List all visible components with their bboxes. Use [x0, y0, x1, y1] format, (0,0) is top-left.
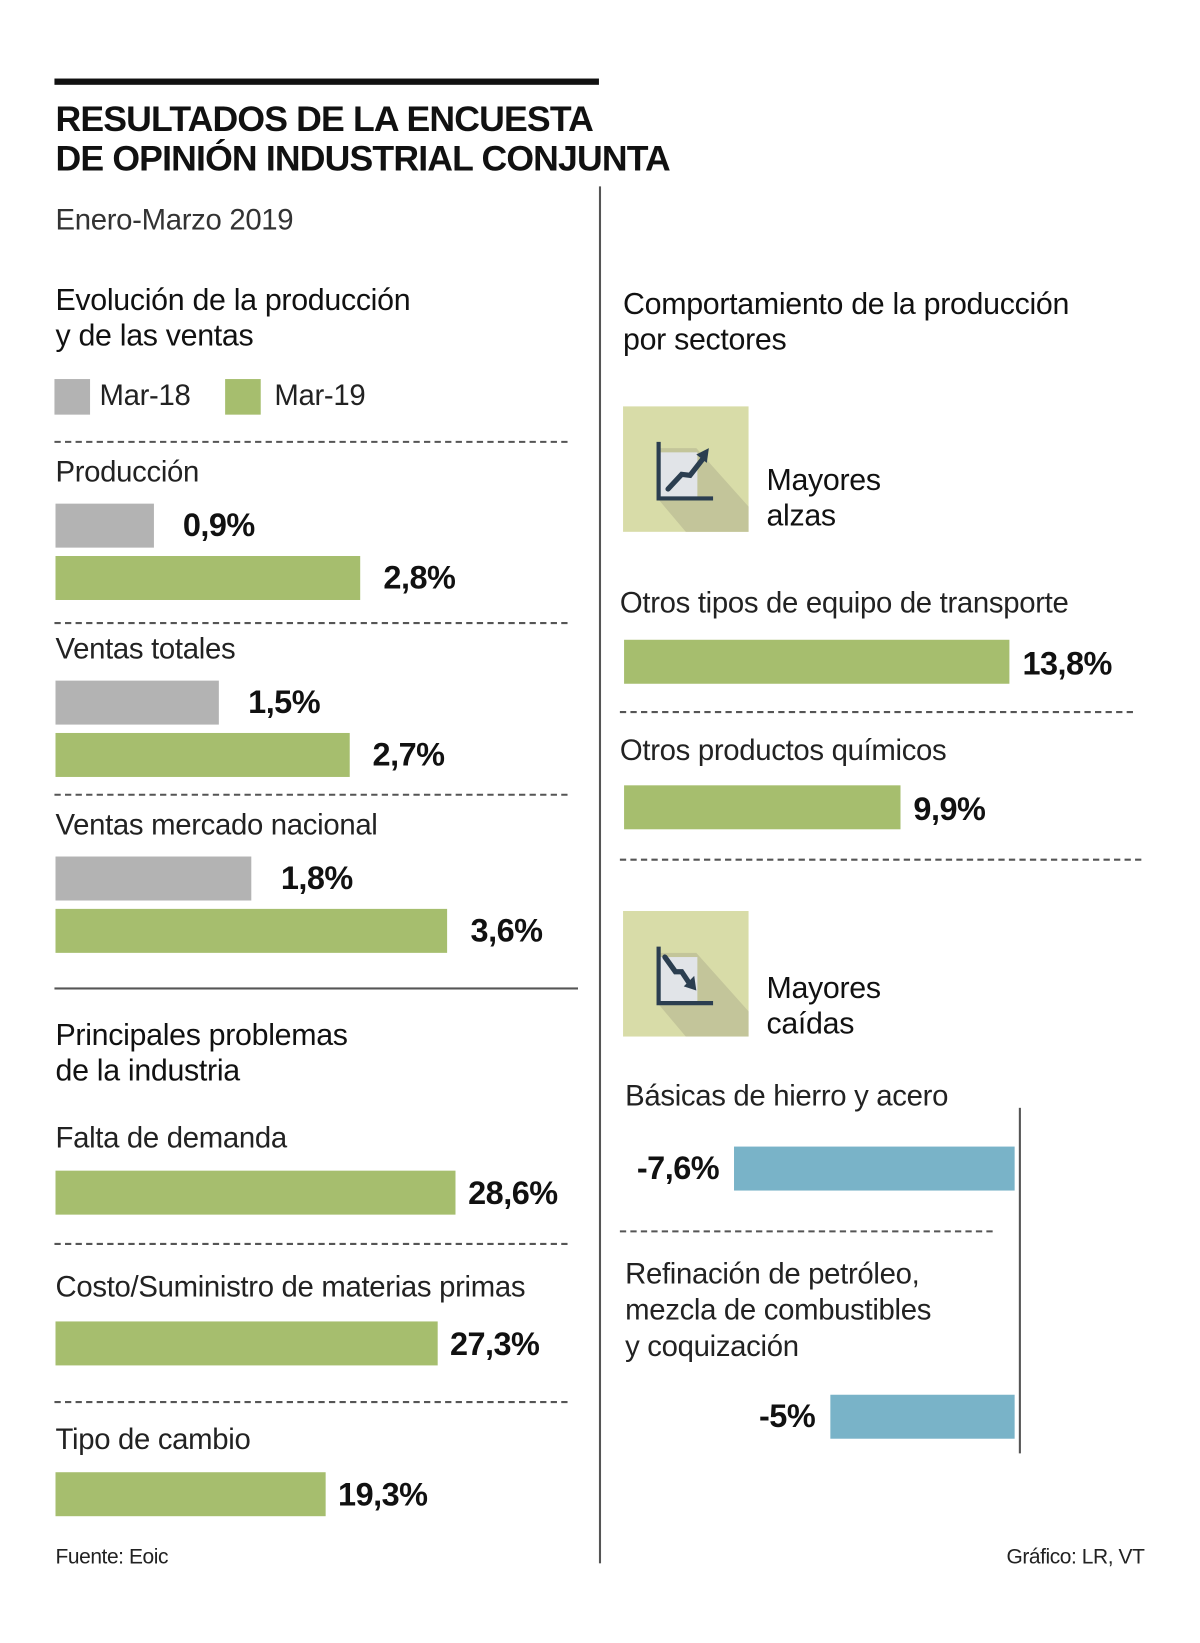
- category-label: Otros tipos de equipo de transporte: [619, 586, 1069, 619]
- bar-fall: [733, 1146, 1015, 1191]
- category-label: Falta de demanda: [55, 1121, 287, 1154]
- value-label: -7,6%: [636, 1149, 720, 1187]
- bar: [55, 1170, 456, 1215]
- dashed-divider: [54, 621, 568, 625]
- falls-zero-axis: [1018, 1107, 1021, 1454]
- value-label: 27,3%: [449, 1325, 540, 1363]
- column-divider: [598, 186, 601, 1564]
- value-label: 0,9%: [182, 506, 255, 544]
- value-label: 19,3%: [338, 1476, 428, 1514]
- dashed-divider: [54, 793, 568, 796]
- chart1-title-line-2: y de las ventas: [55, 319, 254, 353]
- value-label: 3,6%: [470, 912, 543, 949]
- title-line-1: RESULTADOS DE LA ENCUESTA: [55, 99, 593, 140]
- dashed-divider: [619, 1230, 993, 1233]
- section-divider: [54, 987, 578, 990]
- bar-mar18: [55, 503, 154, 548]
- category-label: Tipo de cambio: [55, 1423, 251, 1456]
- dashed-divider: [54, 440, 568, 443]
- bar-rise: [624, 639, 1010, 684]
- chart-down-icon: [623, 910, 749, 1037]
- legend-label-mar18: Mar-18: [99, 379, 191, 412]
- bar-mar19: [55, 556, 361, 600]
- bar-mar18: [55, 680, 219, 725]
- bar-rise: [624, 785, 901, 830]
- category-label: Ventas mercado nacional: [55, 808, 378, 841]
- value-label: 2,7%: [372, 736, 445, 773]
- value-label: -5%: [759, 1397, 816, 1435]
- value-label: 1,8%: [280, 859, 353, 897]
- bar-fall: [829, 1394, 1015, 1439]
- value-label: 13,8%: [1022, 645, 1112, 682]
- value-label: 2,8%: [383, 559, 456, 596]
- dashed-divider: [54, 1401, 568, 1404]
- legend-swatch-mar19: [225, 379, 261, 415]
- bar-mar19: [55, 732, 350, 777]
- chart-up-icon: [623, 406, 749, 532]
- falls-label-line-1: Mayores: [766, 971, 881, 1006]
- value-label: 1,5%: [248, 683, 321, 721]
- chart3-title-line-1: Comportamiento de la producción: [623, 287, 1070, 322]
- source-note: Fuente: Eoic: [55, 1545, 169, 1569]
- category-label: Ventas totales: [55, 632, 236, 665]
- chart3-title-line-2: por sectores: [623, 323, 787, 358]
- credit-note: Gráfico: LR, VT: [1006, 1545, 1145, 1569]
- chart1-title-line-1: Evolución de la producción: [55, 283, 411, 318]
- category-label: Refinación de petróleo,: [625, 1257, 920, 1291]
- category-label: Producción: [55, 455, 200, 488]
- bar: [55, 1472, 326, 1517]
- dashed-divider: [619, 710, 1133, 714]
- bar: [55, 1321, 438, 1366]
- legend-swatch-mar18: [54, 379, 91, 415]
- value-label: 9,9%: [913, 790, 986, 828]
- category-label: Otros productos químicos: [619, 734, 947, 767]
- falls-label-line-2: caídas: [766, 1007, 855, 1041]
- value-label: 28,6%: [468, 1174, 558, 1212]
- bar-mar19: [55, 908, 448, 953]
- title-line-2: DE OPINIÓN INDUSTRIAL CONJUNTA: [55, 139, 670, 180]
- rises-label-line-1: Mayores: [766, 463, 881, 498]
- bar-mar18: [55, 856, 252, 901]
- dashed-divider: [619, 858, 1142, 861]
- category-label: mezcla de combustibles: [625, 1293, 932, 1326]
- chart2-title-line-1: Principales problemas: [55, 1018, 348, 1053]
- category-label: y coquización: [625, 1329, 799, 1363]
- dashed-divider: [54, 1242, 568, 1246]
- category-label: Costo/Suministro de materias primas: [55, 1270, 526, 1303]
- top-rule: [54, 78, 599, 85]
- category-label: Básicas de hierro y acero: [625, 1079, 949, 1113]
- rises-label-line-2: alzas: [766, 499, 836, 533]
- legend-label-mar19: Mar-19: [274, 379, 366, 412]
- subtitle: Enero-Marzo 2019: [55, 203, 294, 236]
- chart2-title-line-2: de la industria: [55, 1054, 240, 1088]
